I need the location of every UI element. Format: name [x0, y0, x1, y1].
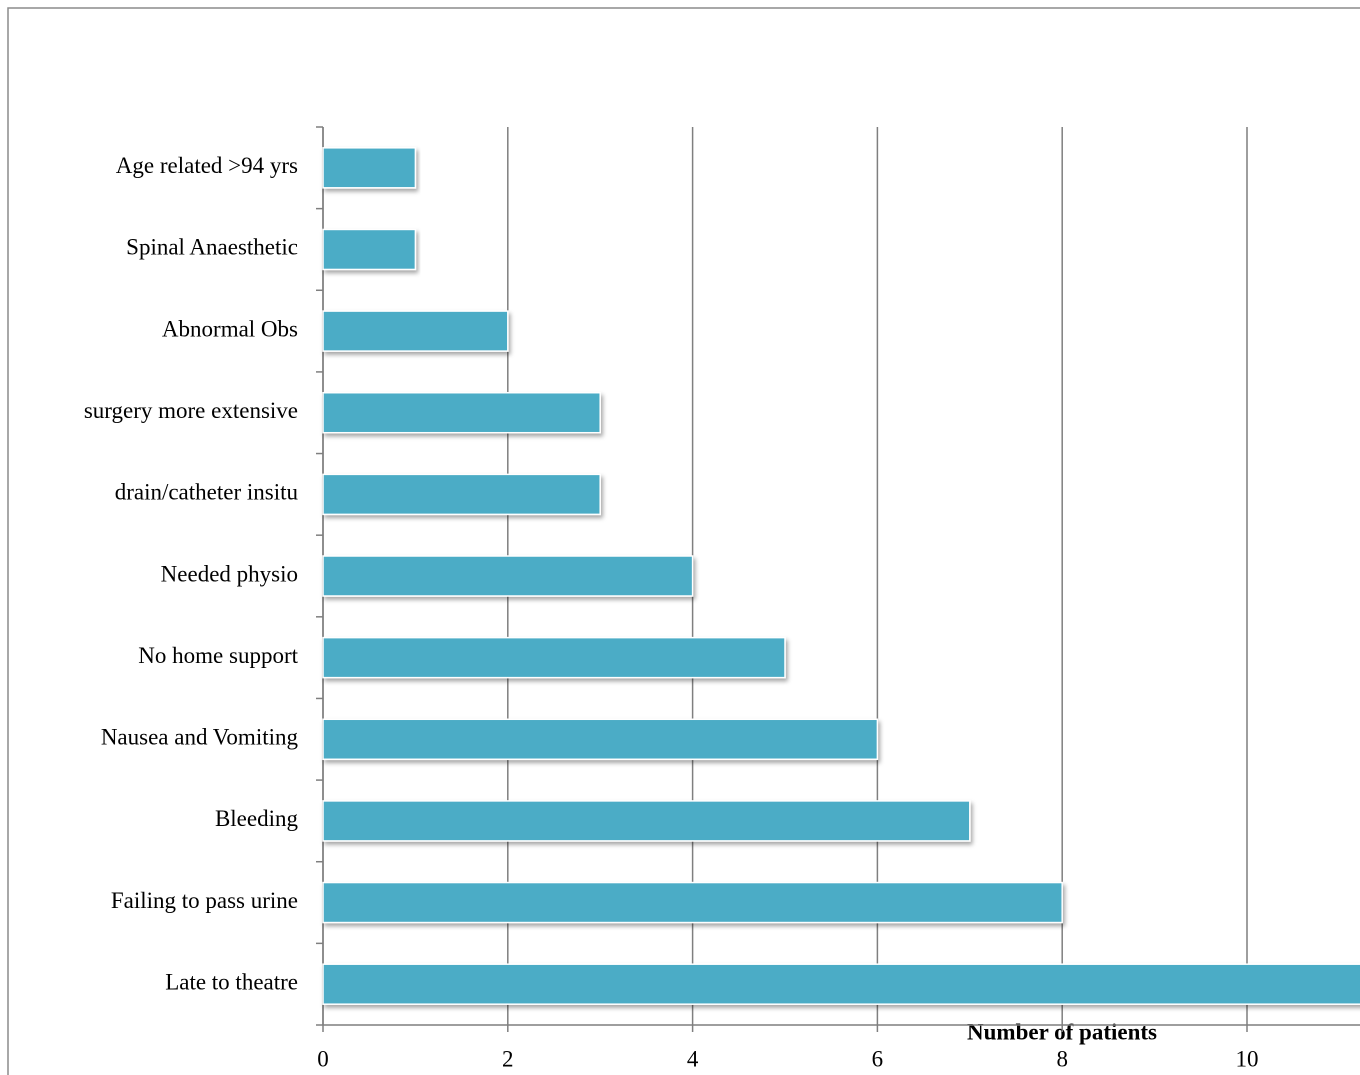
bar: [322, 228, 417, 271]
x-tick-label: 6: [872, 1046, 884, 1071]
x-tick-label: 10: [1236, 1046, 1259, 1071]
y-tick-label: No home support: [138, 643, 298, 668]
y-tick-label: Needed physio: [161, 561, 298, 586]
bar: [322, 718, 879, 761]
bar: [322, 800, 971, 842]
bar: [322, 310, 509, 352]
y-tick-label: Late to theatre: [165, 969, 298, 994]
x-tick-label: 4: [687, 1046, 699, 1071]
x-tick-label: 0: [317, 1046, 329, 1071]
y-tick-label: Abnormal Obs: [162, 316, 298, 341]
bar: [322, 881, 1063, 924]
bar: [322, 391, 601, 434]
x-tick-label: 8: [1056, 1046, 1068, 1071]
bar: [322, 555, 694, 597]
bar: [322, 147, 417, 189]
x-tick-label: 2: [502, 1046, 514, 1071]
y-tick-label: Spinal Anaesthetic: [126, 235, 298, 260]
y-tick-label: Failing to pass urine: [111, 888, 298, 913]
y-tick-label: surgery more extensive: [84, 398, 298, 423]
y-tick-label: drain/catheter insitu: [115, 480, 299, 505]
y-tick-label: Age related >94 yrs: [116, 153, 298, 178]
bar: [322, 636, 786, 679]
y-tick-label: Nausea and Vomiting: [101, 725, 299, 750]
bar: [322, 473, 601, 516]
bar: [322, 963, 1360, 1005]
chart-frame: [7, 7, 1360, 1075]
y-tick-label: Bleeding: [215, 806, 299, 831]
